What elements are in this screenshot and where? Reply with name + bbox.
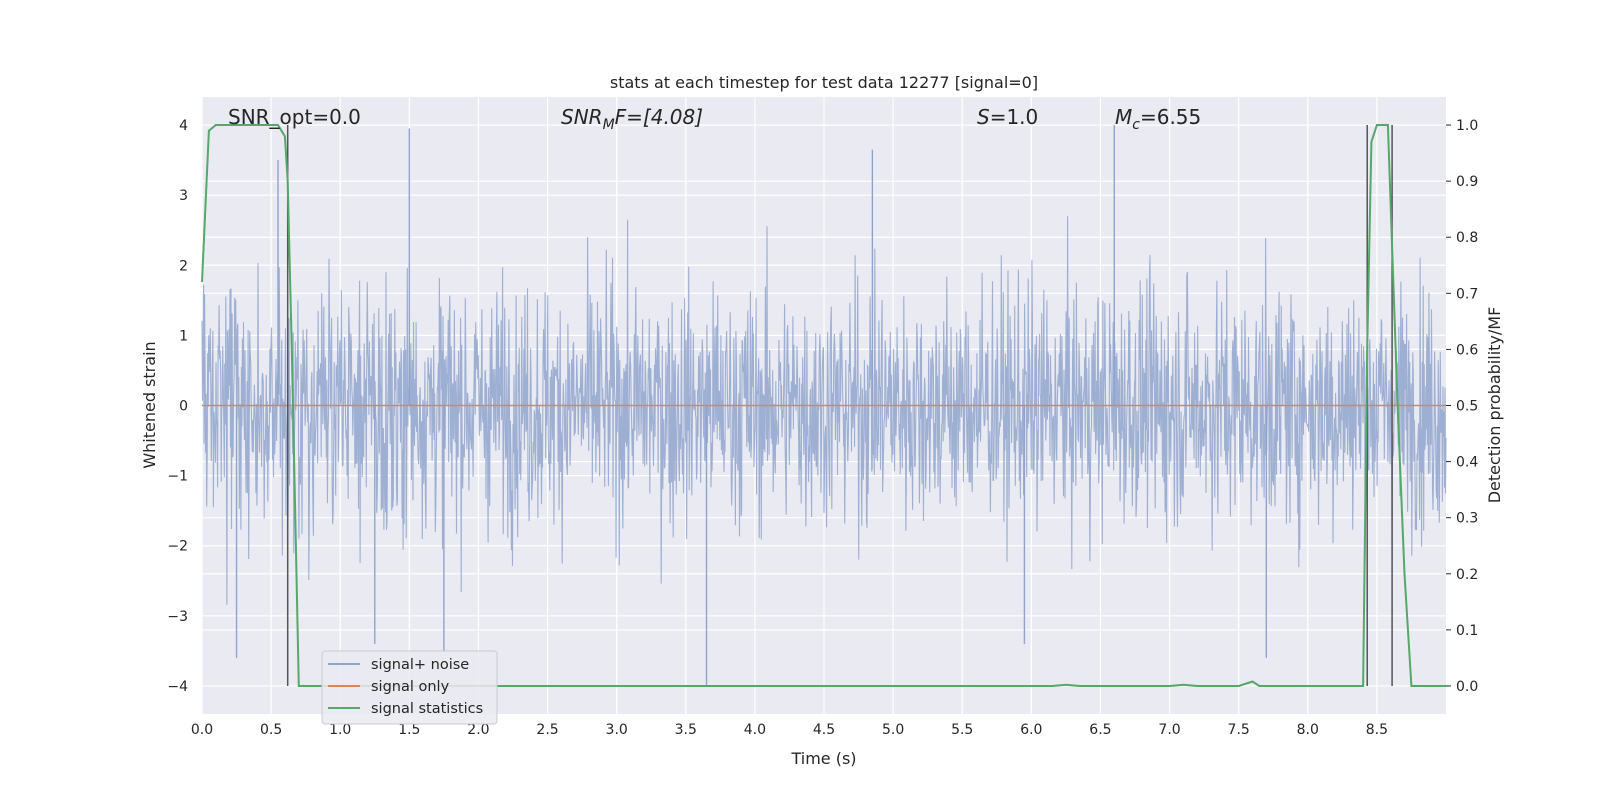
y2-tick-label: 0.0 <box>1456 679 1478 695</box>
y2-tick-label: 0.9 <box>1456 174 1478 190</box>
x-tick-label: 6.5 <box>1089 722 1111 738</box>
y-tick-label: 4 <box>179 118 188 134</box>
annotation-snr-opt: SNR_opt=0.0 <box>228 105 361 129</box>
annotation-mc-rest: =6.55 <box>1140 105 1201 129</box>
x-tick-label: 3.0 <box>606 722 628 738</box>
x-tick-label: 1.5 <box>398 722 420 738</box>
overlay-series <box>201 124 1446 687</box>
y2-tick-label: 1.0 <box>1456 118 1478 134</box>
legend-label-signal-only: signal only <box>371 679 450 695</box>
x-tick-label: 5.0 <box>882 722 904 738</box>
y2-tick-label: 0.5 <box>1456 399 1478 415</box>
y-tick-label: −4 <box>167 679 188 695</box>
annotation-s-name: S <box>977 105 990 129</box>
x-tick-label: 7.5 <box>1228 722 1250 738</box>
y2-tick-label: 0.1 <box>1456 623 1478 639</box>
y2-tick-label: 0.6 <box>1456 342 1478 358</box>
y2-tick-label: 0.2 <box>1456 567 1478 583</box>
legend-box <box>321 650 498 725</box>
y-axis-label: Whitened strain <box>140 341 159 468</box>
x-tick-label: 8.5 <box>1366 722 1388 738</box>
annotation-s: S=1.0 <box>977 105 1038 129</box>
x-tick-label: 4.5 <box>813 722 835 738</box>
x-tick-label: 8.0 <box>1297 722 1319 738</box>
x-tick-label: 7.0 <box>1158 722 1180 738</box>
x-tick-label: 3.5 <box>675 722 697 738</box>
y-tick-label: −1 <box>167 469 188 485</box>
y-tick-label: −3 <box>167 609 188 625</box>
y-tick-label: 0 <box>179 399 188 415</box>
x-tick-label: 5.5 <box>951 722 973 738</box>
y-tick-label: 3 <box>179 188 188 204</box>
x-tick-label: 6.0 <box>1020 722 1042 738</box>
y2-tick-label: 0.4 <box>1456 455 1478 471</box>
legend-label-signal-statistics: signal statistics <box>371 701 483 717</box>
signal-plus-noise-series <box>201 125 1447 686</box>
chart-title: stats at each timestep for test data 122… <box>610 73 1038 92</box>
annotation-mc-name: M <box>1115 105 1132 129</box>
annotation-snr-mf-rest: F=[4.08] <box>615 105 703 129</box>
x-tick-label: 2.0 <box>467 722 489 738</box>
signal-statistics-line <box>201 124 1446 687</box>
x-tick-label: 1.0 <box>329 722 351 738</box>
x-tick-label: 4.0 <box>744 722 766 738</box>
x-tick-label: 0.0 <box>191 722 213 738</box>
y-tick-label: 2 <box>179 258 188 274</box>
y-tick-label: −2 <box>167 539 188 555</box>
annotation-mc-sub: c <box>1132 117 1140 133</box>
annotation-mc: Mc=6.55 <box>1115 105 1201 133</box>
legend-label-signal-plus-noise: signal+ noise <box>371 657 469 673</box>
y2-tick-label: 0.3 <box>1456 511 1478 527</box>
y-tick-label: 1 <box>179 328 188 344</box>
y2-tick-label: 0.7 <box>1456 286 1478 302</box>
x-tick-label: 2.5 <box>536 722 558 738</box>
ticks: 0.0 0.5 1.0 1.5 2.0 2.5 3.0 3.5 4.0 4.5 5.0 5.5 6.0 6… <box>167 118 1478 738</box>
annotation-snr-mf: SNRMF=[4.08] <box>561 105 703 133</box>
annotation-snr-mf-name: SNR <box>561 105 603 129</box>
y2-axis-label: Detection probability/MF <box>1485 307 1504 504</box>
annotation-s-rest: =1.0 <box>990 105 1039 129</box>
x-axis-label: Time (s) <box>790 749 856 768</box>
legend: signal+ noise signal only signal statist… <box>321 650 498 725</box>
x-tick-label: 0.5 <box>260 722 282 738</box>
y2-tick-label: 0.8 <box>1456 230 1478 246</box>
annotation-snr-mf-sub: M <box>603 117 615 133</box>
